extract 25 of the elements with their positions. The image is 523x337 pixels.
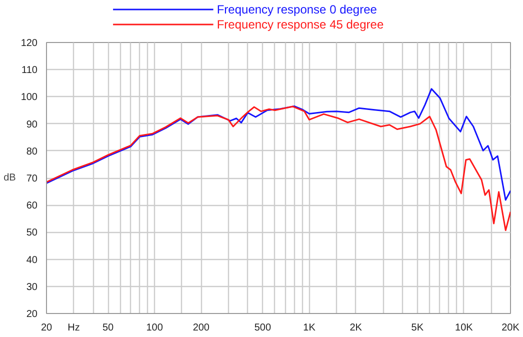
- text: Frequency response 0 degree: [216, 2, 378, 16]
- x-tick-label: 5K: [411, 322, 424, 334]
- x-tick-label: 100: [146, 322, 164, 334]
- x-tick-label: 20K: [502, 322, 520, 334]
- text: Frequency response 45 degree: [216, 18, 384, 32]
- y-tick-label: 120: [20, 38, 38, 49]
- x-tick-label: 10K: [455, 322, 474, 334]
- y-tick-label: 30: [26, 282, 38, 293]
- y-tick-label: 90: [26, 119, 38, 130]
- y-tick-label: 110: [22, 65, 38, 76]
- y-tick-label: 70: [26, 174, 38, 184]
- y-tick-label: 80: [26, 146, 38, 158]
- x-tick-label: 500: [254, 322, 272, 334]
- y-tick-label: 60: [26, 200, 38, 212]
- y-tick-label: 100: [20, 92, 38, 104]
- y-tick-label: 50: [26, 228, 38, 239]
- x-tick-label: 20: [40, 322, 52, 334]
- x-tick-label: 1K: [303, 322, 316, 334]
- y-tick-label: 40: [26, 254, 38, 266]
- y-tick-label: 20: [26, 309, 38, 320]
- x-tick-label: 2K: [350, 322, 362, 334]
- x-tick-label: 200: [192, 322, 210, 334]
- x-tick-label: 50: [102, 322, 114, 334]
- y-axis-title: dB: [4, 172, 16, 184]
- x-tick-label: Hz: [68, 322, 80, 334]
